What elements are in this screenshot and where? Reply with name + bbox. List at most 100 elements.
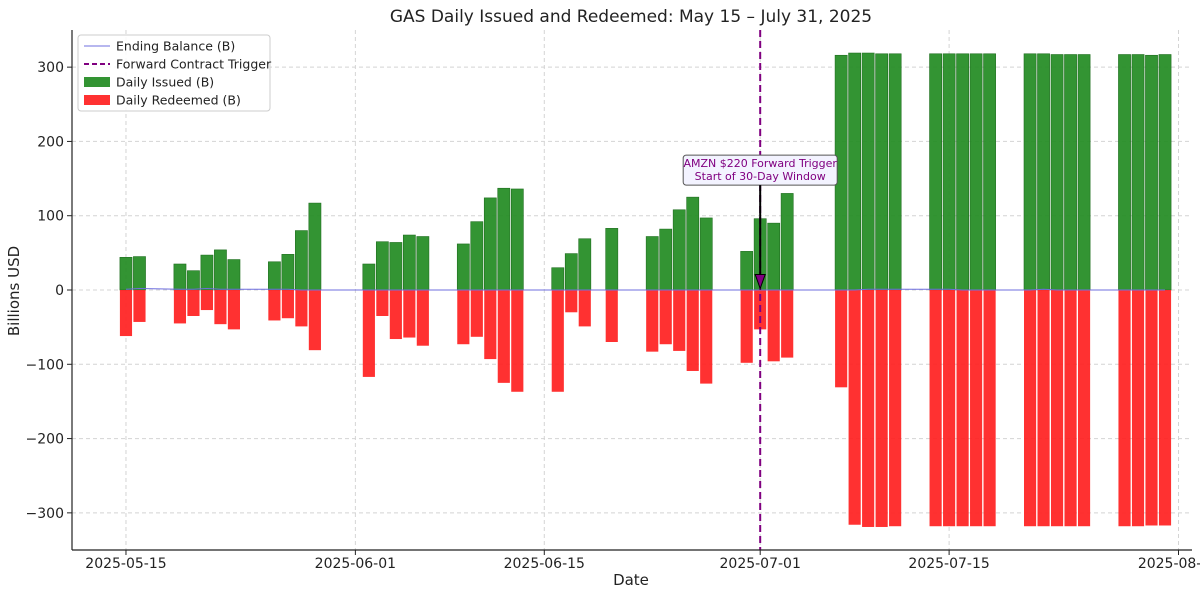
legend-swatch-patch	[84, 95, 110, 105]
redeemed-bar	[1024, 290, 1037, 527]
redeemed-bar	[700, 290, 713, 384]
legend-item: Daily Issued (B)	[84, 75, 214, 90]
issued-bar	[1037, 53, 1050, 291]
y-tick-label: −100	[26, 357, 64, 373]
redeemed-bar	[1131, 290, 1145, 527]
redeemed-bar	[862, 290, 875, 527]
issued-bar	[1064, 54, 1077, 291]
x-axis-ticks: 2025-05-15 2025-06-01 2025-06-15 2025-07-01…	[85, 550, 1200, 572]
issued-bar	[767, 222, 781, 291]
issued-bar	[362, 263, 376, 291]
redeemed-bar	[295, 290, 308, 327]
redeemed-bar	[214, 290, 227, 325]
redeemed-bars	[119, 290, 1172, 527]
issued-bar	[699, 217, 713, 291]
issued-bar	[375, 241, 389, 291]
legend-swatch-patch	[84, 77, 110, 87]
issued-bar	[780, 193, 794, 291]
issued-bar	[740, 251, 754, 291]
annotation-line: Start of 30-Day Window	[695, 170, 826, 183]
y-tick-label: −300	[26, 506, 64, 522]
issued-bar	[605, 228, 619, 291]
issued-bar	[308, 202, 322, 291]
redeemed-bar	[416, 290, 429, 346]
issued-bar	[173, 263, 187, 291]
y-tick-label: −200	[26, 432, 64, 448]
y-tick-label: 200	[37, 134, 64, 150]
issued-bar	[929, 53, 942, 291]
redeemed-bar	[200, 290, 214, 311]
redeemed-bar	[970, 290, 983, 527]
ending-balance-path	[125, 288, 1166, 291]
legend-label: Daily Redeemed (B)	[116, 93, 241, 108]
redeemed-bar	[565, 290, 578, 313]
issued-bar	[888, 53, 902, 291]
redeemed-bar	[362, 290, 375, 377]
legend-item: Daily Redeemed (B)	[84, 93, 241, 108]
redeemed-bar	[983, 290, 996, 527]
issued-bar	[861, 52, 875, 291]
redeemed-bar	[740, 290, 753, 363]
issued-bar	[645, 236, 659, 291]
issued-bar	[295, 230, 308, 291]
issued-bar	[672, 209, 686, 291]
issued-bar	[686, 196, 700, 291]
issued-bar	[564, 253, 578, 291]
issued-bar	[402, 234, 416, 291]
redeemed-bar	[889, 290, 902, 527]
y-tick-label: 100	[37, 209, 64, 225]
issued-bar	[969, 53, 983, 291]
issued-bar	[187, 270, 200, 291]
redeemed-bar	[133, 290, 146, 322]
redeemed-bar	[470, 290, 483, 337]
redeemed-bar	[484, 290, 497, 360]
issued-bar	[1118, 54, 1131, 291]
x-tick-label: 2025-06-15	[504, 556, 585, 572]
issued-bar	[1023, 53, 1037, 291]
legend: Ending Balance (B) Forward Contract Trigg…	[77, 34, 272, 112]
issued-bar	[483, 197, 497, 291]
annotation-line: AMZN $220 Forward Trigger	[683, 157, 837, 170]
redeemed-bar	[119, 290, 133, 337]
issued-bar	[1131, 54, 1145, 291]
redeemed-bar	[956, 290, 969, 527]
y-axis-ticks: −300 −200 −100 0 100 200 300	[26, 60, 72, 522]
x-tick-label: 2025-06-01	[315, 556, 396, 572]
legend-label: Ending Balance (B)	[116, 39, 235, 54]
issued-bar	[281, 254, 295, 291]
x-axis-title: Date	[613, 571, 649, 589]
issued-bar	[268, 261, 281, 291]
redeemed-bar	[1050, 290, 1064, 527]
redeemed-bar	[605, 290, 618, 342]
issued-bar	[119, 257, 133, 291]
issued-bar	[510, 188, 524, 291]
redeemed-bar	[686, 290, 699, 371]
issued-bar	[227, 259, 241, 291]
issued-bar	[1077, 54, 1091, 291]
redeemed-bar	[1158, 290, 1172, 526]
legend-box	[77, 34, 271, 112]
legend-label: Daily Issued (B)	[116, 75, 214, 90]
redeemed-bar	[781, 290, 794, 358]
redeemed-bar	[227, 290, 240, 330]
issued-bar	[389, 242, 403, 291]
redeemed-bar	[281, 290, 294, 319]
redeemed-bar	[497, 290, 510, 383]
legend-label: Forward Contract Trigger	[116, 57, 272, 72]
issued-bar	[133, 256, 146, 291]
issued-bar	[497, 187, 511, 291]
issued-bar	[578, 238, 592, 291]
issued-bar	[983, 53, 996, 291]
redeemed-bar	[646, 290, 659, 352]
redeemed-bar	[943, 290, 956, 527]
legend-item: Forward Contract Trigger	[84, 57, 272, 72]
redeemed-bar	[875, 290, 888, 527]
x-tick-label: 2025-05-15	[85, 556, 166, 572]
issued-bar	[200, 254, 214, 291]
redeemed-bar	[929, 290, 942, 527]
issued-bar	[470, 221, 484, 291]
y-tick-label: 0	[55, 283, 64, 299]
redeemed-bar	[1037, 290, 1050, 527]
redeemed-bar	[308, 290, 321, 351]
redeemed-bar	[578, 290, 591, 327]
